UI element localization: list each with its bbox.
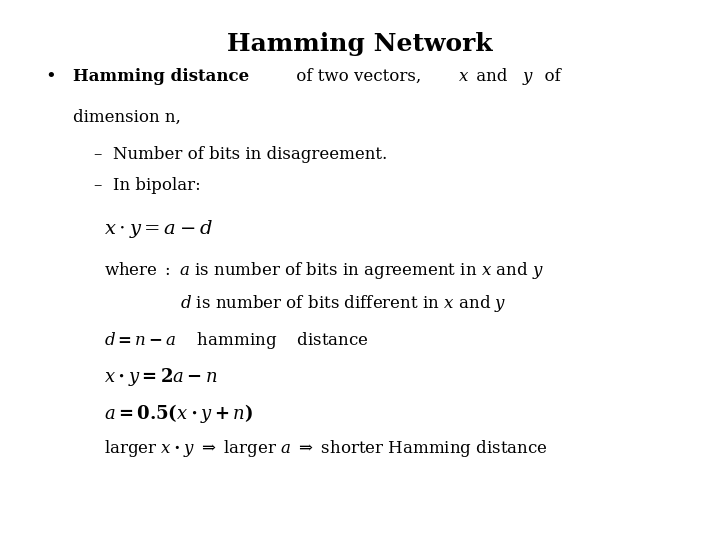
Text: $\mathit{x} \cdot \mathit{y} = \mathit{a} - \mathit{d}$: $\mathit{x} \cdot \mathit{y} = \mathit{a… xyxy=(104,218,213,240)
Text: of two vectors,: of two vectors, xyxy=(292,68,427,85)
Text: where $:$ $\mathbf{\mathit{a}}$ is number of bits in agreement in $\mathbf{\math: where $:$ $\mathbf{\mathit{a}}$ is numbe… xyxy=(104,260,544,281)
Text: Hamming distance: Hamming distance xyxy=(73,68,249,85)
Text: and: and xyxy=(471,68,513,85)
Text: of: of xyxy=(534,68,561,85)
Text: $\mathbf{\mathit{d} = \mathit{n} - \mathit{a}}$    hamming    distance: $\mathbf{\mathit{d} = \mathit{n} - \math… xyxy=(104,329,369,350)
Text: y: y xyxy=(522,68,531,85)
Text: –  In bipolar:: – In bipolar: xyxy=(94,177,201,194)
Text: •: • xyxy=(45,68,56,86)
Text: –  Number of bits in disagreement.: – Number of bits in disagreement. xyxy=(94,146,387,163)
Text: Hamming Network: Hamming Network xyxy=(228,31,492,56)
Text: $\mathbf{\mathit{a} = 0.5(\mathit{x} \cdot \mathit{y} + \mathit{n})}$: $\mathbf{\mathit{a} = 0.5(\mathit{x} \cd… xyxy=(104,402,253,425)
Text: $\mathbf{\mathit{x} \cdot \mathit{y} = 2\mathit{a} - \mathit{n}}$: $\mathbf{\mathit{x} \cdot \mathit{y} = 2… xyxy=(104,366,218,388)
Text: x: x xyxy=(459,68,469,85)
Text: larger $\mathbf{\mathit{x} \cdot \mathit{y}}$ $\Rightarrow$ larger $\mathbf{\mat: larger $\mathbf{\mathit{x} \cdot \mathit… xyxy=(104,438,548,460)
Text: dimension n,: dimension n, xyxy=(73,109,181,126)
Text: $\mathbf{\mathit{d}}$ is number of bits different in $\mathbf{\mathit{x}}$ and $: $\mathbf{\mathit{d}}$ is number of bits … xyxy=(180,293,507,314)
